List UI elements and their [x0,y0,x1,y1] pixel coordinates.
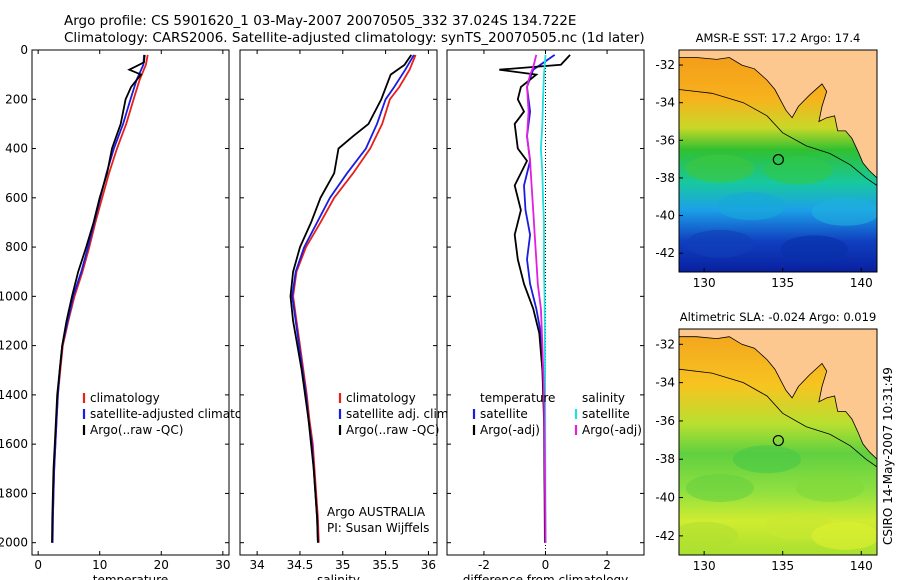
map-field-patch [685,473,754,502]
argo-location-marker [772,153,784,166]
map-y-tick-label: -32 [655,58,675,72]
map-field-patch [811,197,877,226]
y-tick-label: 1000 [0,289,28,303]
map-y-tick-label: -36 [655,414,675,428]
x-tick-label: 35.5 [372,558,399,572]
x-tick-label: 0 [34,558,42,572]
plot-frame [239,49,438,556]
profile-panel-1: 34 34.5 35 35.5 36 salinity climatology satelli… [239,49,452,580]
series-line-2 [289,54,413,543]
map-y-tick-label: -36 [655,133,675,147]
map-title: Altimetric SLA: -0.024 Argo: 0.019 [680,310,877,324]
legend-entry: climatology [90,391,160,405]
y-tick-label: 0 [20,43,28,57]
map-y-tick-label: -32 [655,337,675,351]
map-field-patch [717,192,786,221]
map-y-tick-label: -40 [655,491,675,505]
land-mass [679,329,877,460]
series-line-3 [526,54,547,543]
map-title: AMSR-E SST: 17.2 Argo: 17.4 [696,31,861,45]
y-tick-label: 1200 [0,339,28,353]
series-line-2 [51,54,146,543]
legend-entry: Argo(..raw -QC) [346,423,439,437]
legend-temperature-satellite: satellite [480,407,528,421]
map-x-tick-label: 130 [693,276,716,290]
map-x-tick-label: 130 [693,559,716,573]
legend-temperature-title: temperature [480,391,555,405]
x-tick-label: 20 [154,558,169,572]
legend-salinity-argo: Argo(-adj) [582,423,642,437]
land-mass [679,50,877,179]
legend-salinity-title: salinity [582,391,625,405]
x-tick-label: 36 [421,558,436,572]
x-tick-label: 2 [603,558,611,572]
map-x-tick-label: 135 [771,559,794,573]
series-line-1 [499,54,571,543]
map-frame [678,328,878,556]
x-tick-label: 35 [335,558,350,572]
side-timestamp: CSIRO 14-May-2007 10:31:49 [881,367,895,545]
x-tick-label: 34 [249,558,264,572]
map-x-tick-label: 140 [850,276,873,290]
legend-entry: Argo(..raw -QC) [90,423,183,437]
x-tick-label: 30 [215,558,230,572]
map-y-tick-label: -34 [655,376,675,390]
map-field-patch [780,235,849,264]
map-y-tick-label: -38 [655,452,675,466]
map-y-tick-label: -34 [655,96,675,110]
header-line1: Argo profile: CS 5901620_1 03-May-2007 2… [64,13,576,29]
y-tick-label: 400 [5,142,28,156]
map-x-tick-label: 135 [771,276,794,290]
profile-panel-0: 0 200 400 600 800 1000 1200 1400 1600 1800 2000 0 10… [0,43,268,580]
legend-salinity-satellite: satellite [582,407,630,421]
legend-entry: satellite-adjusted climatology [90,407,268,421]
map-y-tick-label: -38 [655,171,675,185]
map-panel-0: -32 -34 -36 -38 -40 -42 130 135 140 AMSR-E SST: 1… [655,31,878,290]
shelf-contour [679,89,877,186]
map-frame [678,49,878,273]
argo-location-marker [772,434,784,447]
shelf-contour [679,368,877,468]
annotation-line: PI: Susan Wijffels [327,521,429,535]
x-axis-label: salinity [317,573,360,580]
legend-entry: satellite adj. clim. [346,407,452,421]
legend-entry: climatology [346,391,416,405]
series-line-2 [539,54,547,543]
x-tick-label: -2 [478,558,490,572]
map-field-patch [685,229,754,258]
plot-frame [31,49,230,556]
map-panel-1: -32 -34 -36 -38 -40 -42 130 135 140 Altimetric SL… [655,310,878,573]
map-field-patch [795,473,864,502]
y-tick-label: 1400 [0,388,28,402]
map-y-tick-label: -42 [655,246,675,260]
map-y-tick-label: -40 [655,209,675,223]
x-axis-label: difference from climatology [463,573,629,580]
x-tick-label: 0 [542,558,550,572]
header-line2: Climatology: CARS2006. Satellite-adjuste… [64,30,645,46]
map-field-patch [811,521,877,550]
y-tick-label: 600 [5,191,28,205]
map-x-tick-label: 140 [850,559,873,573]
x-tick-label: 34.5 [287,558,314,572]
map-field-patch [764,156,833,185]
legend-temperature-argo: Argo(-adj) [480,423,540,437]
map-field-patch [685,154,754,183]
y-tick-label: 800 [5,240,28,254]
y-tick-label: 1600 [0,437,28,451]
map-field-patch [679,521,739,550]
x-axis-label: temperature [93,573,168,580]
y-tick-label: 1800 [0,486,28,500]
x-tick-label: 10 [92,558,107,572]
annotation-line: Argo AUSTRALIA [327,505,426,519]
map-field-patch [733,445,801,474]
y-tick-label: 2000 [0,536,28,550]
y-tick-label: 200 [5,92,28,106]
map-y-tick-label: -42 [655,529,675,543]
